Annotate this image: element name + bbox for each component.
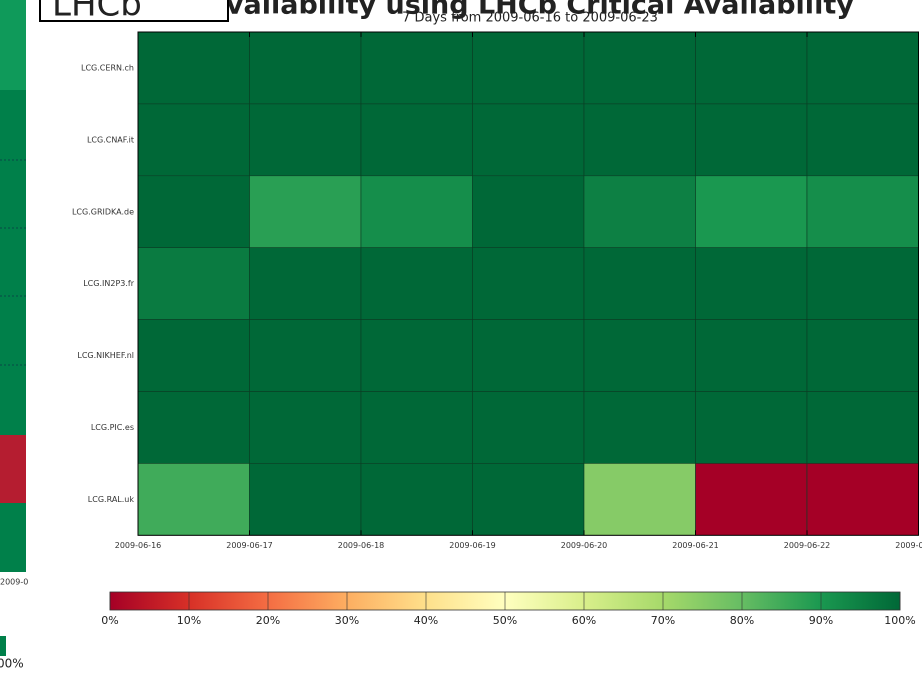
- heatmap-cell: [695, 175, 808, 249]
- left-legend-swatch: [0, 636, 6, 656]
- heatmap-cell: [583, 31, 696, 105]
- y-tick-label: LCG.IN2P3.fr: [83, 279, 134, 288]
- heatmap-cell: [360, 175, 473, 249]
- heatmap-cell: [249, 175, 362, 249]
- left-cell: [0, 90, 26, 435]
- heatmap-cell: [360, 103, 473, 177]
- colorbar-tick-label: 0%: [101, 614, 118, 627]
- heatmap-cell: [137, 391, 250, 464]
- heatmap-cell: [806, 103, 919, 177]
- heatmap-cell: [137, 175, 250, 249]
- logo: LHCb: [52, 0, 142, 25]
- heatmap-cell: [137, 31, 250, 105]
- heatmap-cell: [806, 463, 919, 536]
- chart-subtitle: 7 Days from 2009-06-16 to 2009-06-23: [402, 11, 658, 26]
- x-tick-label: 2009-06-18: [338, 541, 385, 550]
- heatmap-cell: [360, 463, 473, 536]
- heatmap-cell: [695, 31, 808, 105]
- y-tick-label: LCG.CERN.ch: [81, 63, 134, 72]
- heatmap-cell: [360, 391, 473, 464]
- left-legend-label: 00%: [0, 657, 24, 671]
- heatmap-cell: [806, 175, 919, 249]
- heatmap-cell: [472, 463, 585, 536]
- plot-frame: [137, 31, 919, 536]
- heatmap-cell: [472, 31, 585, 105]
- left-panel: 2009-0 00%: [0, 0, 28, 671]
- y-tick-label: LCG.RAL.uk: [88, 495, 135, 504]
- y-tick-label: LCG.PIC.es: [91, 423, 134, 432]
- x-tick-label: 2009-06-23: [895, 541, 922, 550]
- colorbar-tick-label: 10%: [177, 614, 201, 627]
- heatmap-cell: [137, 247, 250, 320]
- y-tick-label: LCG.GRIDKA.de: [72, 207, 134, 216]
- heatmap-cell: [695, 319, 808, 392]
- heatmap-cell: [472, 319, 585, 392]
- heatmap-cell: [249, 391, 362, 464]
- x-tick-label: 2009-06-16: [115, 541, 162, 550]
- colorbar-tick-label: 90%: [809, 614, 833, 627]
- heatmap-cell: [806, 31, 919, 105]
- colorbar-tick-label: 100%: [884, 614, 915, 627]
- heatmap-cell: [360, 319, 473, 392]
- heatmap-cell: [360, 31, 473, 105]
- left-cell: [0, 503, 26, 572]
- heatmap-cell: [583, 247, 696, 320]
- heatmap-cell: [695, 463, 808, 536]
- heatmap-cell: [249, 319, 362, 392]
- heatmap-cell: [583, 463, 696, 536]
- x-tick-label: 2009-06-17: [226, 541, 273, 550]
- heatmap-cell: [472, 175, 585, 249]
- heatmap-cell: [472, 391, 585, 464]
- left-cell: [0, 0, 26, 90]
- y-tick-label: LCG.NIKHEF.nl: [77, 351, 134, 360]
- heatmap-cell: [695, 103, 808, 177]
- colorbar-tick-label: 80%: [730, 614, 754, 627]
- plot-area: [137, 31, 919, 536]
- chart-title: Availability using LHCb Critical Availab…: [206, 0, 854, 21]
- x-tick-label: 2009-06-19: [449, 541, 496, 550]
- heatmap-cell: [583, 175, 696, 249]
- heatmap-cell: [695, 247, 808, 320]
- heatmap-cell: [360, 247, 473, 320]
- heatmap-cell: [583, 391, 696, 464]
- colorbar-tick-label: 40%: [414, 614, 438, 627]
- colorbar-tick-label: 60%: [572, 614, 596, 627]
- colorbar-tick-label: 30%: [335, 614, 359, 627]
- heatmap-cell: [806, 247, 919, 320]
- heatmap-cell: [583, 319, 696, 392]
- heatmap-cell: [472, 247, 585, 320]
- heatmap-cell: [472, 103, 585, 177]
- heatmap-cell: [137, 463, 250, 536]
- left-x-label: 2009-0: [0, 578, 28, 587]
- x-tick-label: 2009-06-21: [672, 541, 719, 550]
- heatmap-cell: [137, 319, 250, 392]
- y-tick-label: LCG.CNAF.it: [87, 135, 134, 144]
- heatmap-cell: [695, 391, 808, 464]
- left-cell: [0, 435, 26, 503]
- heatmap-cell: [806, 391, 919, 464]
- heatmap-cell: [249, 31, 362, 105]
- colorbar-tick-label: 70%: [651, 614, 675, 627]
- heatmap-cell: [249, 463, 362, 536]
- x-tick-label: 2009-06-22: [784, 541, 831, 550]
- colorbar-tick-label: 50%: [493, 614, 517, 627]
- colorbar-tick-label: 20%: [256, 614, 280, 627]
- logo-box: [39, 0, 229, 22]
- x-tick-label: 2009-06-20: [561, 541, 608, 550]
- heatmap-cell: [249, 103, 362, 177]
- heatmap-cell: [583, 103, 696, 177]
- heatmap-cell: [137, 103, 250, 177]
- heatmap-cell: [249, 247, 362, 320]
- heatmap-cell: [806, 319, 919, 392]
